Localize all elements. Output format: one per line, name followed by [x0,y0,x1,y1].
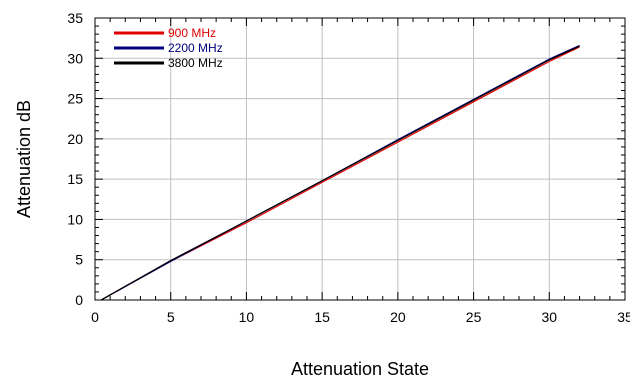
y-tick-labels: 0 5 10 15 20 25 30 35 [67,10,83,308]
x-tick-label: 10 [239,309,255,325]
y-tick-label: 35 [67,10,83,26]
y-axis-title: Attenuation dB [14,100,34,218]
legend-label: 900 MHz [168,26,216,40]
y-tick-label: 0 [75,292,83,308]
x-tick-label: 30 [541,309,557,325]
series-lines [100,44,580,301]
minor-ticks [95,18,625,300]
plot-frame [94,17,626,301]
series-line [100,45,580,301]
legend-label: 2200 MHz [168,41,223,55]
x-axis-title: Attenuation State [291,359,429,379]
grid [95,18,625,300]
x-tick-label: 0 [91,309,99,325]
x-tick-label: 5 [167,309,175,325]
legend-label: 3800 MHz [168,56,223,70]
y-tick-label: 30 [67,50,83,66]
y-tick-label: 15 [67,171,83,187]
y-tick-label: 10 [67,211,83,227]
x-tick-label: 25 [466,309,482,325]
x-tick-label: 20 [390,309,406,325]
x-tick-label: 15 [314,309,330,325]
y-tick-label: 25 [67,91,83,107]
x-tick-labels: 0 5 10 15 20 25 30 35 [91,309,630,325]
y-tick-label: 5 [75,252,83,268]
x-tick-label: 35 [617,309,630,325]
y-tick-label: 20 [67,131,83,147]
